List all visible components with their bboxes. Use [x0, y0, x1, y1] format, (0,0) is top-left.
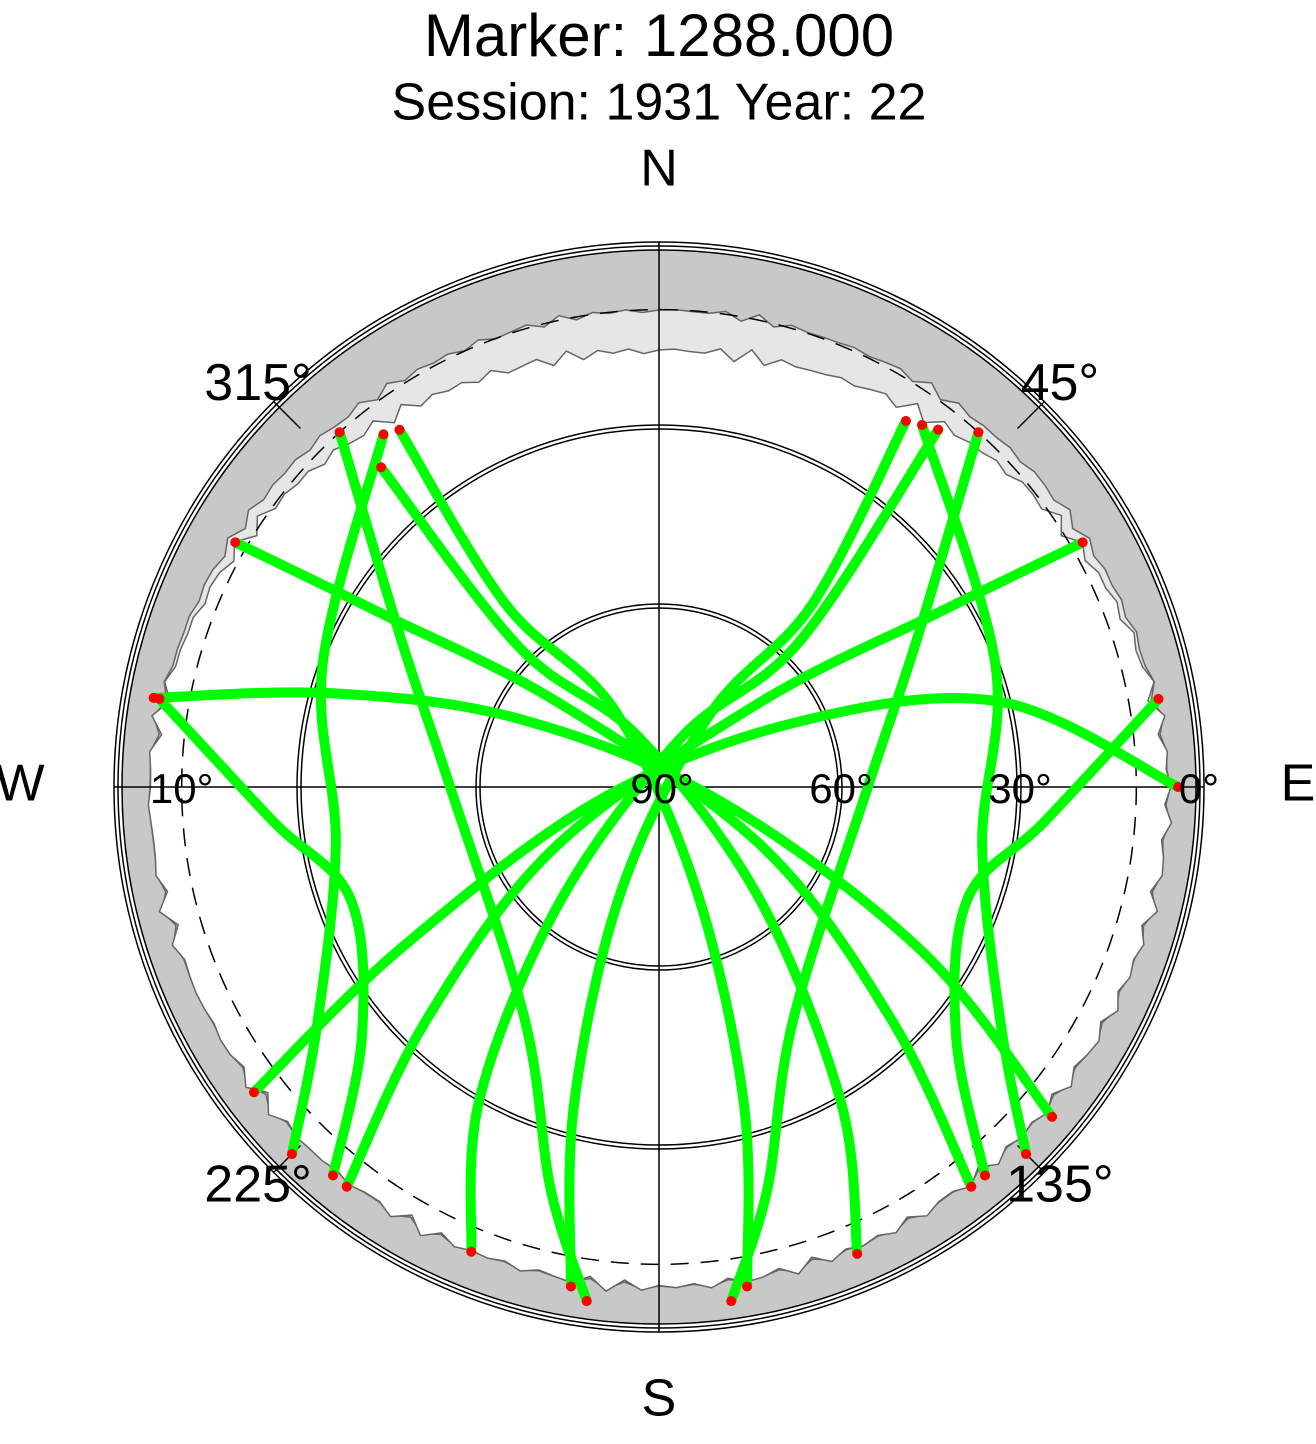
track	[341, 537, 1088, 1192]
track-endpoint	[154, 693, 165, 704]
track	[726, 427, 984, 1307]
azimuth-label: 225°	[204, 1156, 312, 1214]
azimuth-label: 45°	[1021, 354, 1100, 412]
track-endpoint	[327, 1170, 338, 1181]
track-endpoint	[917, 419, 928, 430]
track-endpoint	[378, 429, 389, 440]
azimuth-label: 315°	[204, 354, 312, 412]
elevation-label: 30°	[988, 765, 1052, 812]
elevation-label: 10°	[150, 765, 214, 812]
cardinal-label: W	[0, 755, 45, 813]
azimuth-label: 135°	[1006, 1156, 1114, 1214]
track-endpoint	[341, 1181, 352, 1192]
elevation-label: 0°	[1179, 765, 1219, 812]
chart-subtitle: Session: 1931 Year: 22	[392, 74, 927, 132]
track	[376, 462, 863, 1259]
track-endpoint	[230, 537, 241, 548]
track-endpoint	[376, 462, 387, 473]
track-endpoint	[565, 1281, 576, 1292]
track-endpoint	[973, 427, 984, 438]
track-endpoint	[286, 1149, 297, 1160]
azimuth-tick	[273, 401, 302, 430]
track-endpoint	[1021, 1149, 1032, 1160]
track	[394, 424, 754, 1292]
track	[334, 427, 592, 1307]
track-endpoint	[1153, 693, 1164, 704]
track	[949, 693, 1164, 1181]
cardinal-label: S	[642, 1370, 677, 1428]
track-endpoint	[1077, 537, 1088, 548]
track-endpoint	[966, 1181, 977, 1192]
track-endpoint	[726, 1296, 737, 1307]
track-endpoint	[852, 1248, 863, 1259]
chart-title: Marker: 1288.000	[424, 2, 894, 69]
elevation-label: 60°	[809, 765, 873, 812]
track-endpoint	[980, 1170, 991, 1181]
track	[154, 693, 369, 1181]
track-endpoint	[742, 1281, 753, 1292]
cardinal-label: N	[640, 140, 678, 198]
track	[286, 429, 389, 1160]
cardinal-label: E	[1281, 755, 1316, 813]
azimuth-tick	[1016, 401, 1045, 430]
track-endpoint	[334, 427, 345, 438]
track-endpoint	[394, 424, 405, 435]
track-endpoint	[1173, 782, 1184, 792]
track	[230, 537, 977, 1192]
track-endpoint	[248, 1087, 259, 1098]
track-endpoint	[1047, 1111, 1058, 1122]
track	[248, 693, 1184, 1098]
track-endpoint	[466, 1246, 477, 1257]
track-endpoint	[900, 415, 911, 426]
track	[917, 419, 1032, 1160]
elevation-label: 90°	[630, 765, 694, 812]
track-endpoint	[581, 1296, 592, 1307]
track-endpoint	[933, 424, 944, 435]
track	[465, 424, 944, 1257]
